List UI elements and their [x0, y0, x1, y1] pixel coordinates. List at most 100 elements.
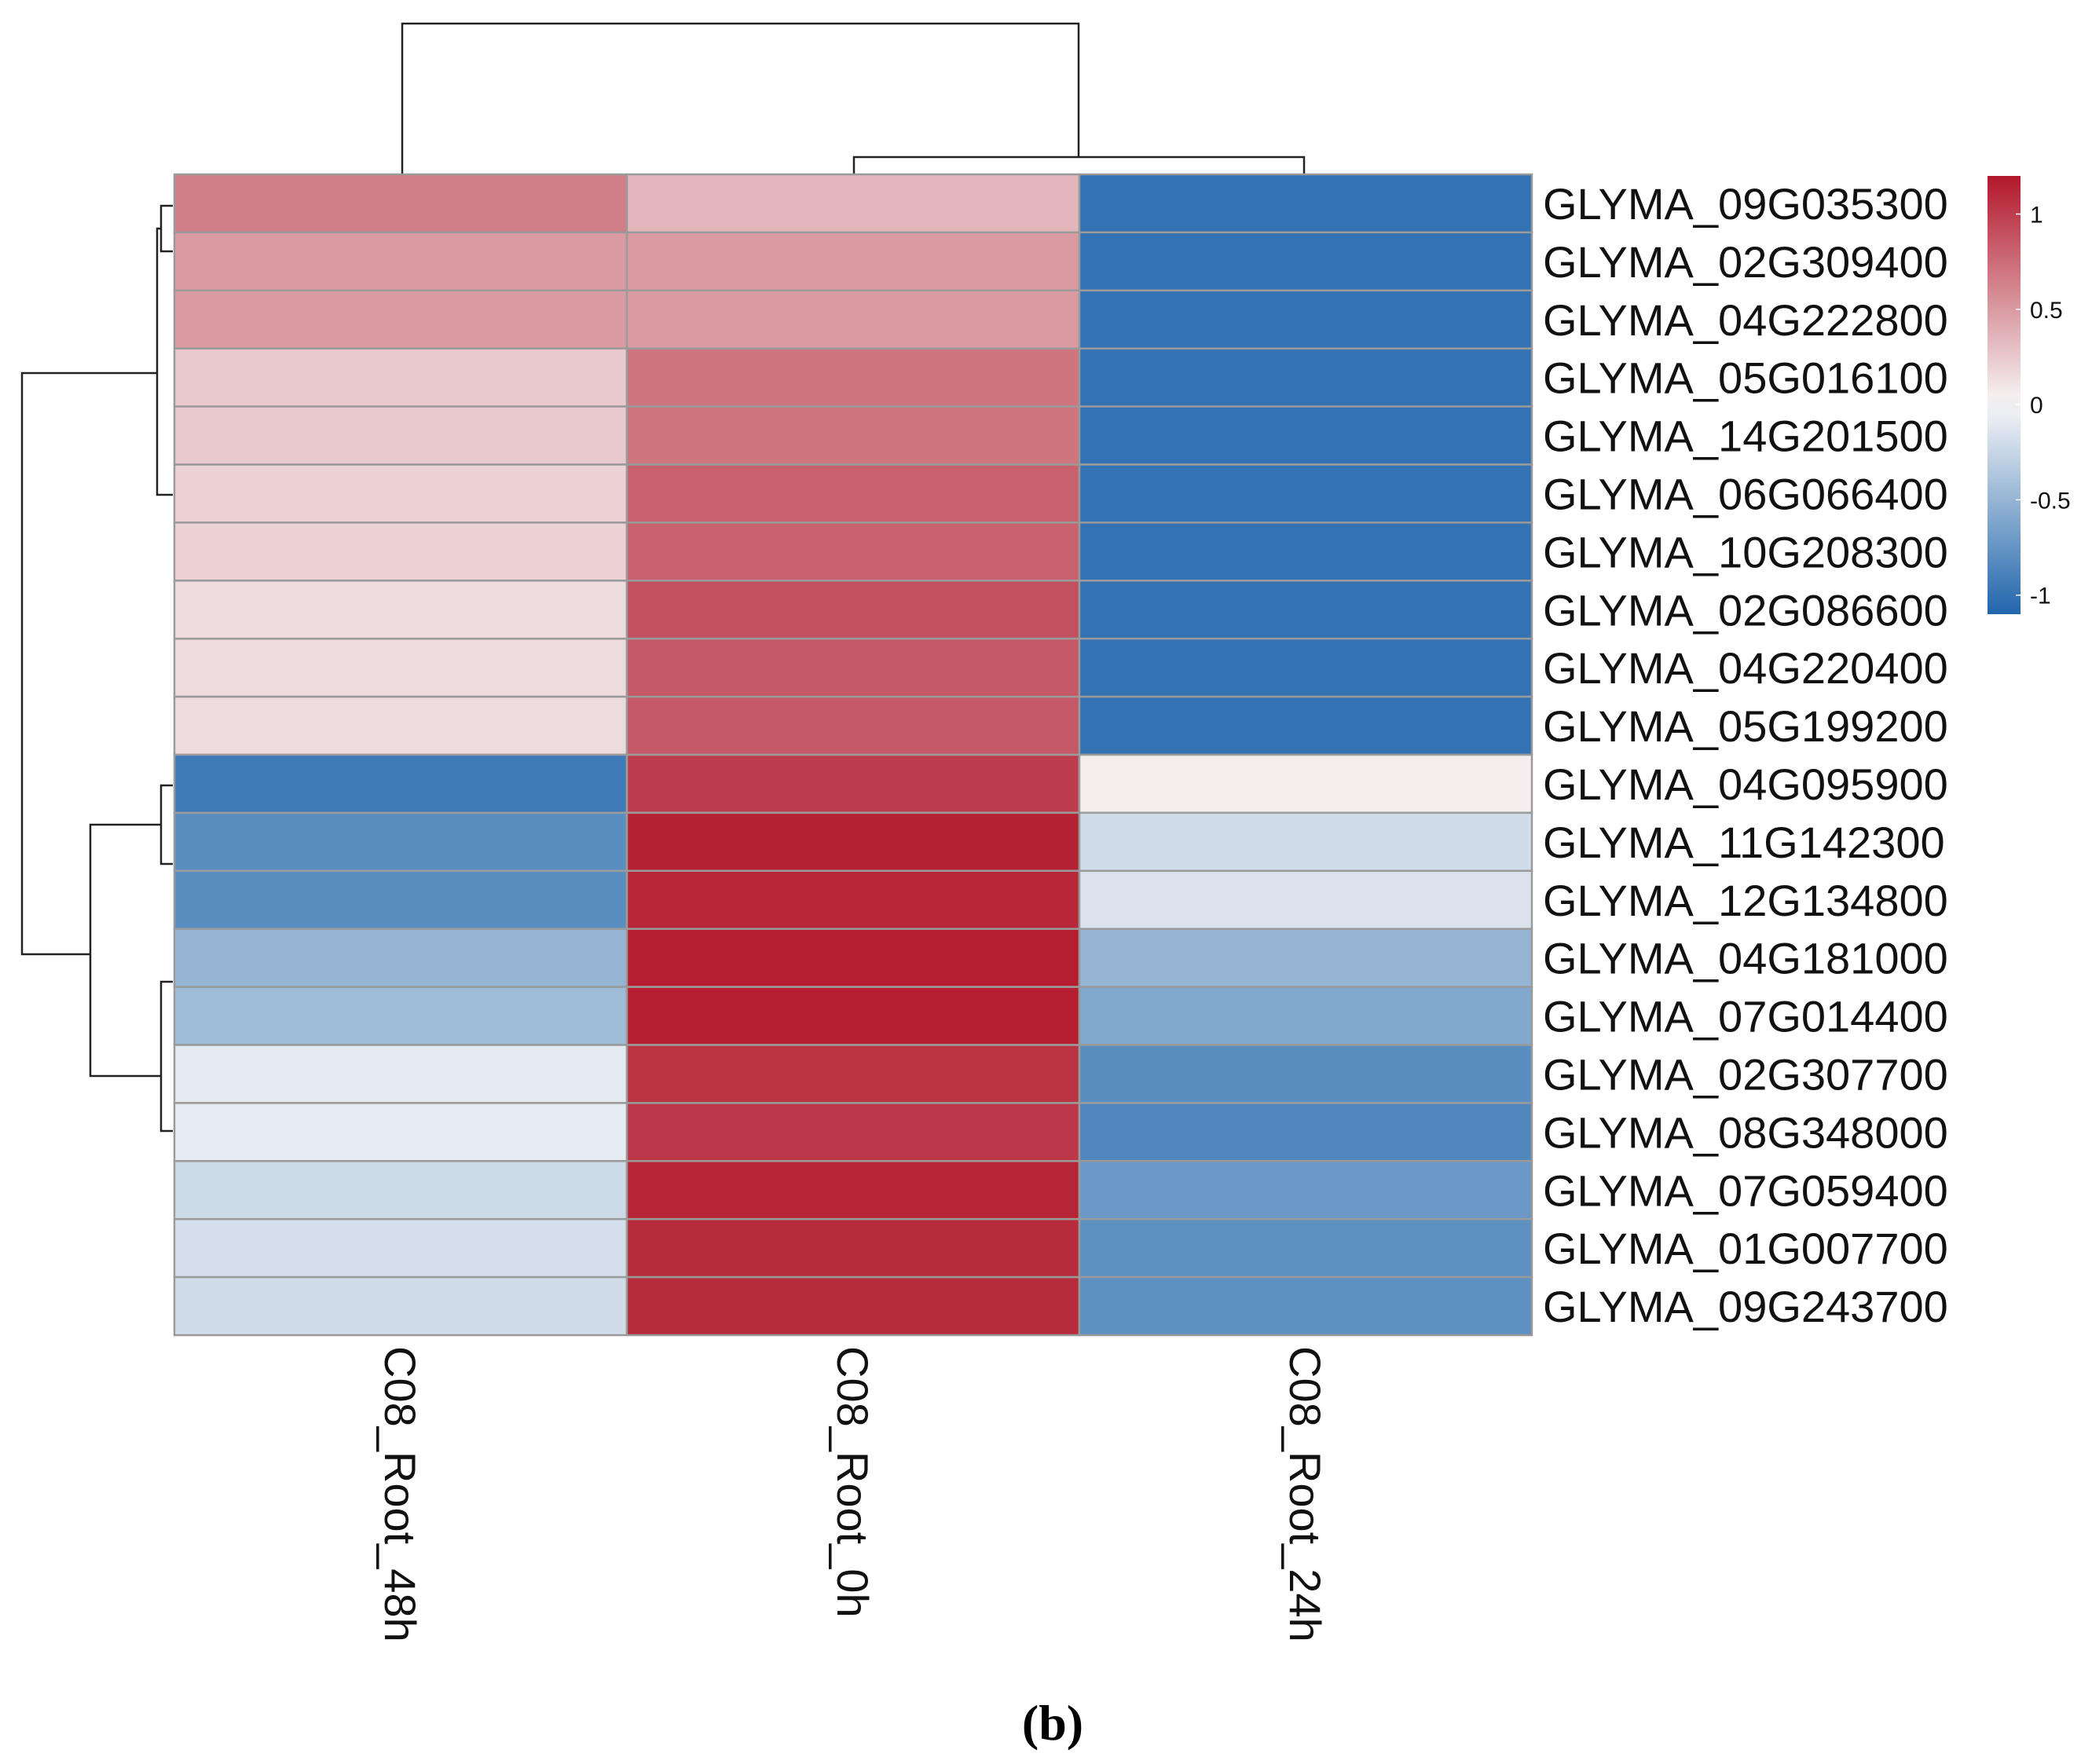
heatmap-cell [173, 753, 628, 814]
color-legend-tick-label: 0.5 [2030, 298, 2063, 324]
heatmap-cell [1078, 1275, 1533, 1337]
heatmap-cell [625, 1217, 1081, 1279]
row-label: GLYMA_02G307700 [1543, 1049, 1948, 1099]
row-label: GLYMA_04G181000 [1543, 934, 1948, 983]
color-legend-tick-label: 1 [2030, 203, 2043, 229]
heatmap-cell [625, 869, 1081, 930]
heatmap-cell [625, 637, 1081, 698]
heatmap-cell [625, 928, 1081, 988]
heatmap-cell [625, 522, 1081, 582]
heatmap-cell [1078, 289, 1533, 350]
row-label: GLYMA_02G086600 [1543, 585, 1948, 635]
color-legend: -1 -0.5 0 0.5 1 [1988, 176, 2071, 614]
heatmap-cell [1078, 753, 1533, 814]
heatmap-cell [625, 1160, 1081, 1221]
column-dendrogram-branch-root [401, 22, 1080, 174]
heatmap-cell [173, 173, 628, 234]
row-label: GLYMA_08G348000 [1543, 1107, 1948, 1157]
heatmap-cell [1078, 231, 1533, 292]
heatmap-cell [173, 1102, 628, 1162]
heatmap-cell [173, 1044, 628, 1104]
heatmap-cell [1078, 928, 1533, 988]
heatmap-cell [173, 637, 628, 698]
row-label: GLYMA_12G134800 [1543, 876, 1948, 925]
heatmap-cell [1078, 869, 1533, 930]
heatmap-cell [1078, 173, 1533, 234]
heatmap-cell [625, 463, 1081, 524]
row-labels: GLYMA_09G035300 GLYMA_02G309400 GLYMA_04G2… [1543, 179, 1948, 1331]
heatmap-cell [1078, 986, 1533, 1046]
row-label: GLYMA_09G243700 [1543, 1282, 1948, 1331]
row-dendrogram-upper-branch [159, 204, 173, 253]
heatmap-cell [173, 811, 628, 873]
heatmap-cell [173, 986, 628, 1046]
row-label: GLYMA_11G142300 [1543, 818, 1945, 867]
heatmap-cell [625, 1044, 1081, 1104]
heatmap-cells [173, 173, 1533, 1337]
heatmap-cell [625, 811, 1081, 873]
heatmap-cell [1078, 637, 1533, 698]
heatmap-cell [1078, 1217, 1533, 1279]
row-label: GLYMA_05G016100 [1543, 353, 1948, 403]
heatmap-cell [625, 695, 1081, 756]
heatmap-cell [173, 580, 628, 640]
heatmap-cell [625, 173, 1081, 234]
column-label: C08_Root_0h [828, 1346, 877, 1618]
heatmap-cell [173, 522, 628, 582]
column-label: C08_Root_48h [376, 1346, 425, 1642]
heatmap-cell [1078, 405, 1533, 466]
heatmap-cell [173, 1217, 628, 1279]
heatmap-cell [173, 1275, 628, 1337]
figure-caption: (b) [1022, 1695, 1083, 1751]
row-label: GLYMA_04G095900 [1543, 759, 1948, 809]
heatmap-cell [173, 1160, 628, 1221]
row-dendrogram-lower-subcluster-a [89, 823, 161, 1078]
color-legend-ticks: -1 -0.5 0 0.5 1 [2016, 203, 2071, 609]
column-labels: C08_Root_48h C08_Root_0h C08_Root_24h [376, 1346, 1330, 1642]
heatmap-cell [1078, 1102, 1533, 1162]
row-label: GLYMA_04G222800 [1543, 295, 1948, 345]
row-dendrogram-upper-cluster [156, 227, 173, 496]
column-label: C08_Root_24h [1280, 1346, 1330, 1642]
heatmap-cell [173, 405, 628, 466]
heatmap-cell [173, 347, 628, 408]
heatmap-cell [625, 231, 1081, 292]
row-dendrogram-root [20, 371, 157, 956]
heatmap-cell [1078, 463, 1533, 524]
heatmap-cell [625, 1102, 1081, 1162]
heatmap-cell [625, 580, 1081, 640]
color-legend-bar [1988, 176, 2021, 614]
heatmap-cell [625, 753, 1081, 814]
heatmap-cell [173, 869, 628, 930]
heatmap-cell [173, 695, 628, 756]
row-label: GLYMA_14G201500 [1543, 412, 1948, 461]
heatmap-cell [625, 986, 1081, 1046]
heatmap-cell [1078, 1044, 1533, 1104]
row-label: GLYMA_07G059400 [1543, 1166, 1948, 1215]
heatmap-cell [173, 928, 628, 988]
row-label: GLYMA_04G220400 [1543, 643, 1948, 693]
row-dendrogram [20, 204, 173, 1133]
heatmap-cell [1078, 695, 1533, 756]
row-label: GLYMA_02G309400 [1543, 237, 1948, 287]
row-label: GLYMA_01G007700 [1543, 1224, 1948, 1273]
row-label: GLYMA_09G035300 [1543, 179, 1948, 229]
heatmap-cell [1078, 811, 1533, 873]
row-dendrogram-lower-pair [159, 784, 173, 866]
heatmap-cell [625, 289, 1081, 350]
heatmap-cell [625, 405, 1081, 466]
color-legend-tick-label: -1 [2030, 584, 2051, 609]
row-dendrogram-lower-group [159, 980, 173, 1133]
row-label: GLYMA_10G208300 [1543, 527, 1948, 576]
heatmap-cell [173, 289, 628, 350]
column-dendrogram [401, 22, 1306, 174]
color-legend-tick-label: 0 [2030, 393, 2043, 419]
heatmap-cell [1078, 580, 1533, 640]
heatmap-cell [625, 347, 1081, 408]
row-label: GLYMA_06G066400 [1543, 469, 1948, 518]
heatmap-cell [1078, 1160, 1533, 1221]
color-legend-tick-label: -0.5 [2030, 488, 2071, 514]
heatmap-cell [625, 1275, 1081, 1337]
heatmap-cell [173, 231, 628, 292]
